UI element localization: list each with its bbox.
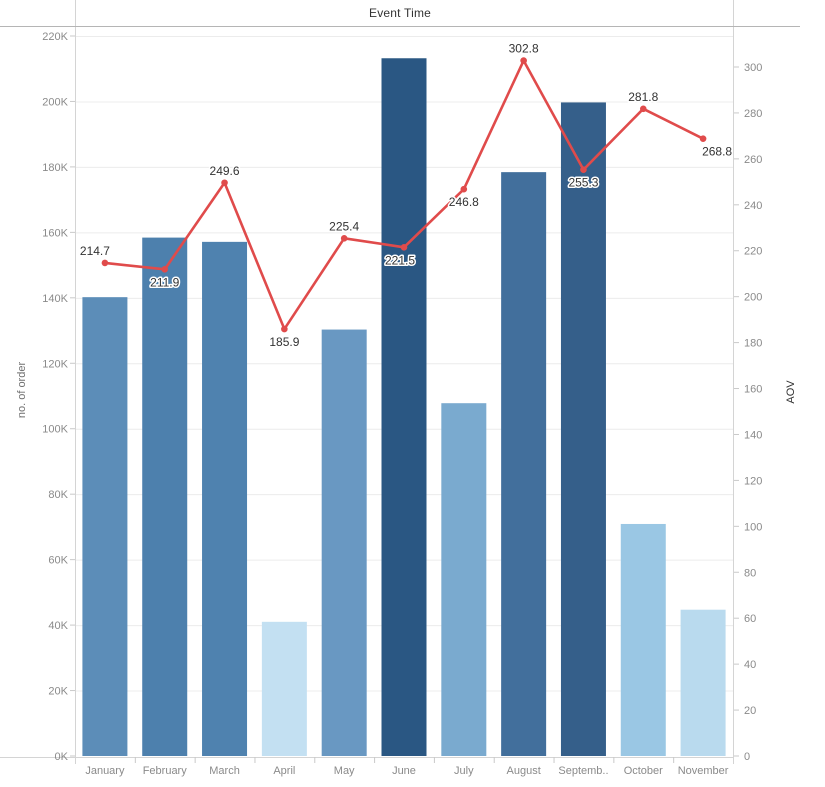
left-tick-label: 200K — [42, 96, 68, 108]
bar-march[interactable] — [202, 241, 248, 756]
left-tick-label: 120K — [42, 358, 68, 370]
left-tick-label: 220K — [42, 31, 68, 43]
aov-label-october: 281.8 — [628, 90, 658, 104]
aov-label-november: 268.8 — [702, 145, 732, 159]
x-tick-label-september: Septemb.. — [558, 765, 608, 777]
left-tick-label: 100K — [42, 424, 68, 436]
left-axis-title: no. of order — [16, 361, 28, 419]
right-tick-label: 240 — [744, 200, 762, 212]
right-tick-label: 260 — [744, 154, 762, 166]
bar-january[interactable] — [82, 297, 128, 756]
left-tick-label: 80K — [48, 489, 68, 501]
aov-label-february: 211.9 — [150, 275, 179, 289]
right-tick-label: 20 — [744, 705, 756, 717]
bar-february[interactable] — [142, 237, 188, 757]
aov-label-july: 246.8 — [449, 195, 479, 209]
left-tick-label: 20K — [48, 686, 68, 698]
right-tick-label: 180 — [744, 338, 762, 350]
aov-label-august: 302.8 — [509, 42, 539, 56]
x-tick-label-april: April — [273, 765, 295, 777]
bar-may[interactable] — [321, 329, 367, 756]
line-point-july[interactable] — [460, 185, 468, 193]
right-tick-label: 80 — [744, 567, 756, 579]
line-point-october[interactable] — [639, 105, 647, 113]
left-tick-label: 160K — [42, 227, 68, 239]
bar-november[interactable] — [680, 609, 726, 756]
x-tick-label-july: July — [454, 765, 474, 777]
aov-label-april: 185.9 — [269, 335, 299, 349]
right-tick-label: 0 — [744, 751, 750, 763]
left-tick-label: 180K — [42, 162, 68, 174]
x-tick-label-may: May — [334, 765, 355, 777]
line-point-august[interactable] — [520, 57, 527, 64]
right-tick-label: 140 — [744, 429, 762, 441]
left-tick-label: 60K — [48, 555, 68, 567]
right-tick-label: 200 — [744, 292, 762, 304]
x-tick-label-august: August — [507, 765, 541, 777]
bar-july[interactable] — [441, 403, 487, 756]
line-point-april[interactable] — [281, 325, 288, 333]
right-tick-label: 300 — [744, 62, 762, 74]
right-tick-label: 160 — [744, 384, 762, 396]
aov-label-september: 255.3 — [568, 176, 598, 190]
bar-april[interactable] — [261, 621, 307, 756]
x-tick-label-march: March — [209, 765, 240, 777]
right-tick-label: 280 — [744, 108, 762, 120]
line-point-september[interactable] — [580, 166, 587, 173]
right-tick-label: 60 — [744, 613, 756, 625]
bar-june[interactable] — [381, 58, 427, 757]
line-point-november[interactable] — [699, 135, 707, 142]
right-tick-label: 100 — [744, 521, 762, 533]
right-tick-label: 220 — [744, 246, 762, 258]
aov-label-may: 225.4 — [329, 219, 359, 233]
right-tick-label: 40 — [744, 659, 756, 671]
left-tick-label: 0K — [55, 751, 69, 763]
aov-label-march: 249.6 — [210, 164, 240, 178]
bar-september[interactable] — [560, 102, 606, 757]
line-point-february[interactable] — [161, 266, 169, 273]
x-tick-label-june: June — [392, 765, 416, 777]
x-tick-label-january: January — [85, 765, 125, 777]
right-tick-label: 120 — [744, 475, 762, 487]
bar-october[interactable] — [620, 523, 666, 756]
aov-label-june: 221.5 — [385, 253, 415, 267]
left-tick-label: 40K — [48, 620, 68, 632]
line-point-march[interactable] — [221, 179, 228, 187]
right-axis-title: AOV — [785, 380, 797, 404]
x-tick-label-november: November — [678, 765, 729, 777]
chart-header: Event Time — [0, 0, 800, 27]
left-tick-label: 140K — [42, 293, 68, 305]
line-point-may[interactable] — [340, 235, 348, 242]
aov-label-january: 214.7 — [80, 244, 110, 258]
line-point-january[interactable] — [101, 259, 109, 267]
bar-august[interactable] — [501, 172, 547, 757]
chart-title: Event Time — [368, 6, 432, 20]
x-tick-label-october: October — [624, 765, 663, 777]
line-point-june[interactable] — [400, 243, 408, 251]
x-tick-label-february: February — [143, 765, 188, 777]
